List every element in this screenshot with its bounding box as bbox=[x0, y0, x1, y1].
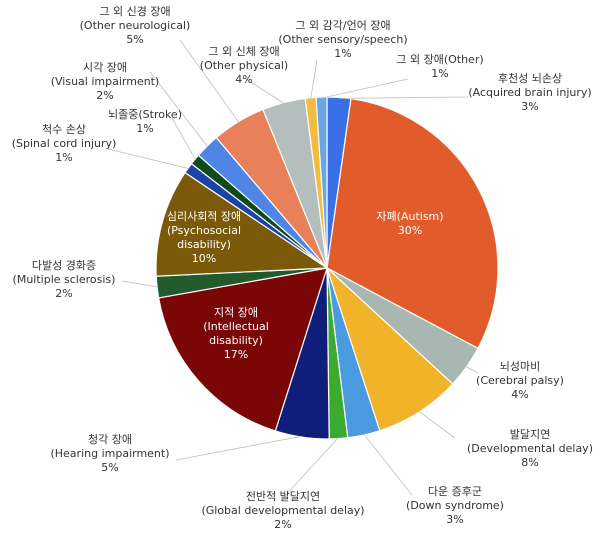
slice-label-line: (Other neurological) bbox=[80, 19, 191, 32]
slice-percent: 3% bbox=[521, 100, 538, 113]
slice-percent: 4% bbox=[511, 388, 528, 401]
slice-percent: 4% bbox=[235, 73, 252, 86]
slice-label-line: 척수 손상 bbox=[42, 123, 86, 136]
leader-line bbox=[282, 437, 339, 499]
leader-line bbox=[179, 39, 240, 123]
slice-label: 지적 장애 (Intellectual disability) 17% bbox=[203, 306, 269, 361]
slice-label-line: disability) bbox=[209, 334, 263, 347]
pie-slice bbox=[326, 98, 499, 350]
slice-percent: 1% bbox=[136, 122, 153, 135]
slice-label-line: 청각 장애 bbox=[88, 433, 132, 446]
slice-label-line: (Other sensory/speech) bbox=[278, 33, 407, 46]
slice-label: 청각 장애 (Hearing impairment) 5% bbox=[50, 433, 169, 474]
slice-percent: 1% bbox=[334, 47, 351, 60]
slice-label-line: (Hearing impairment) bbox=[50, 447, 169, 460]
slice-label-line: 그 외 감각/언어 장애 bbox=[295, 19, 390, 32]
slice-label-line: 후천성 뇌손상 bbox=[498, 71, 562, 85]
slice-label-line: (Other physical) bbox=[200, 59, 288, 72]
pie-slice bbox=[157, 267, 328, 432]
slice-label: 발달지연 (Developmental delay) 8% bbox=[467, 428, 593, 469]
slice-label-line: 지적 장애 bbox=[214, 306, 258, 319]
slice-label: 다발성 경화증 (Multiple sclerosis) 2% bbox=[13, 259, 116, 300]
slice-label-line: 뇌성마비 bbox=[500, 360, 540, 373]
slice-label: 다운 증후군 (Down syndrome) 3% bbox=[406, 485, 504, 526]
slice-label-line: (Cerebral palsy) bbox=[476, 374, 564, 387]
slice-label-line: 자폐(Autism) bbox=[376, 210, 443, 223]
slice-label-line: 그 외 신체 장애 bbox=[208, 45, 279, 58]
slice-label-line: (Down syndrome) bbox=[406, 499, 504, 512]
slice-percent: 2% bbox=[96, 89, 113, 102]
slice-label: 그 외 장애(Other) 1% bbox=[396, 53, 483, 80]
slice-percent: 1% bbox=[431, 67, 448, 80]
slice-label: 심리사회적 장애 (Psychosocial disability) 10% bbox=[167, 210, 241, 265]
slice-label: 그 외 신체 장애 (Other physical) 4% bbox=[200, 45, 288, 86]
slice-percent: 2% bbox=[55, 287, 72, 300]
slice-label-line: (Acquired brain injury) bbox=[468, 86, 591, 99]
slice-percent: 10% bbox=[192, 252, 216, 265]
slice-label: 그 외 감각/언어 장애 (Other sensory/speech) 1% bbox=[278, 19, 407, 60]
leader-line bbox=[171, 117, 197, 161]
leader-line bbox=[245, 78, 285, 104]
slice-label-line: 발달지연 bbox=[510, 428, 550, 441]
slice-percent: 3% bbox=[446, 513, 463, 526]
slice-label-line: 그 외 장애(Other) bbox=[396, 53, 483, 66]
leader-line bbox=[149, 71, 209, 148]
leader-line bbox=[310, 59, 318, 99]
leader-line bbox=[175, 435, 303, 461]
slice-label: 전반적 발달지연 (Global developmental delay) 2% bbox=[201, 490, 364, 531]
leader-line bbox=[465, 366, 479, 374]
slice-label-line: (Spinal cord injury) bbox=[12, 137, 117, 150]
slice-label-line: 뇌졸중(Stroke) bbox=[108, 108, 182, 121]
slice-label-line: (Developmental delay) bbox=[467, 442, 593, 455]
leader-line bbox=[418, 410, 456, 439]
slice-label-line: disability) bbox=[177, 238, 231, 251]
leader-line bbox=[107, 148, 190, 170]
slice-label-line: (Psychosocial bbox=[167, 224, 241, 237]
slice-label-line: 전반적 발달지연 bbox=[246, 490, 320, 503]
slice-percent: 5% bbox=[126, 33, 143, 46]
leader-line bbox=[321, 78, 409, 99]
slice-percent: 8% bbox=[521, 456, 538, 469]
leader-line bbox=[338, 96, 469, 99]
slice-labels: 후천성 뇌손상 (Acquired brain injury) 3%자폐(Autis… bbox=[12, 5, 593, 531]
slice-label: 자폐(Autism) 30% bbox=[376, 210, 443, 237]
slice-label: 그 외 신경 장애 (Other neurological) 5% bbox=[80, 5, 191, 46]
slice-label-line: (Intellectual bbox=[203, 320, 269, 333]
slice-percent: 30% bbox=[398, 224, 422, 237]
pie-slice bbox=[155, 171, 329, 277]
slice-label-line: 다발성 경화증 bbox=[32, 259, 96, 272]
slice-label-line: 그 외 신경 장애 bbox=[99, 5, 170, 18]
slice-percent: 5% bbox=[101, 461, 118, 474]
slice-percent: 2% bbox=[274, 518, 291, 531]
slice-label: 척수 손상 (Spinal cord injury) 1% bbox=[12, 123, 117, 164]
slice-label-line: (Visual impairment) bbox=[51, 75, 160, 88]
slice-label-line: 심리사회적 장애 bbox=[167, 210, 241, 223]
leader-line bbox=[121, 280, 159, 288]
slice-label-line: (Multiple sclerosis) bbox=[13, 273, 116, 286]
slice-label: 후천성 뇌손상 (Acquired brain injury) 3% bbox=[468, 71, 591, 113]
slice-label-line: 시각 장애 bbox=[83, 61, 127, 74]
pie-slices bbox=[155, 96, 499, 440]
slice-label-line: 다운 증후군 bbox=[428, 485, 482, 498]
slice-label-line: (Global developmental delay) bbox=[201, 504, 364, 517]
slice-percent: 17% bbox=[224, 348, 248, 361]
slice-label: 뇌졸중(Stroke) 1% bbox=[108, 108, 182, 135]
leader-line bbox=[363, 433, 413, 496]
leader-lines bbox=[107, 39, 479, 499]
slice-percent: 1% bbox=[55, 151, 72, 164]
slice-label: 시각 장애 (Visual impairment) 2% bbox=[51, 61, 160, 102]
slice-label: 뇌성마비 (Cerebral palsy) 4% bbox=[476, 360, 564, 401]
